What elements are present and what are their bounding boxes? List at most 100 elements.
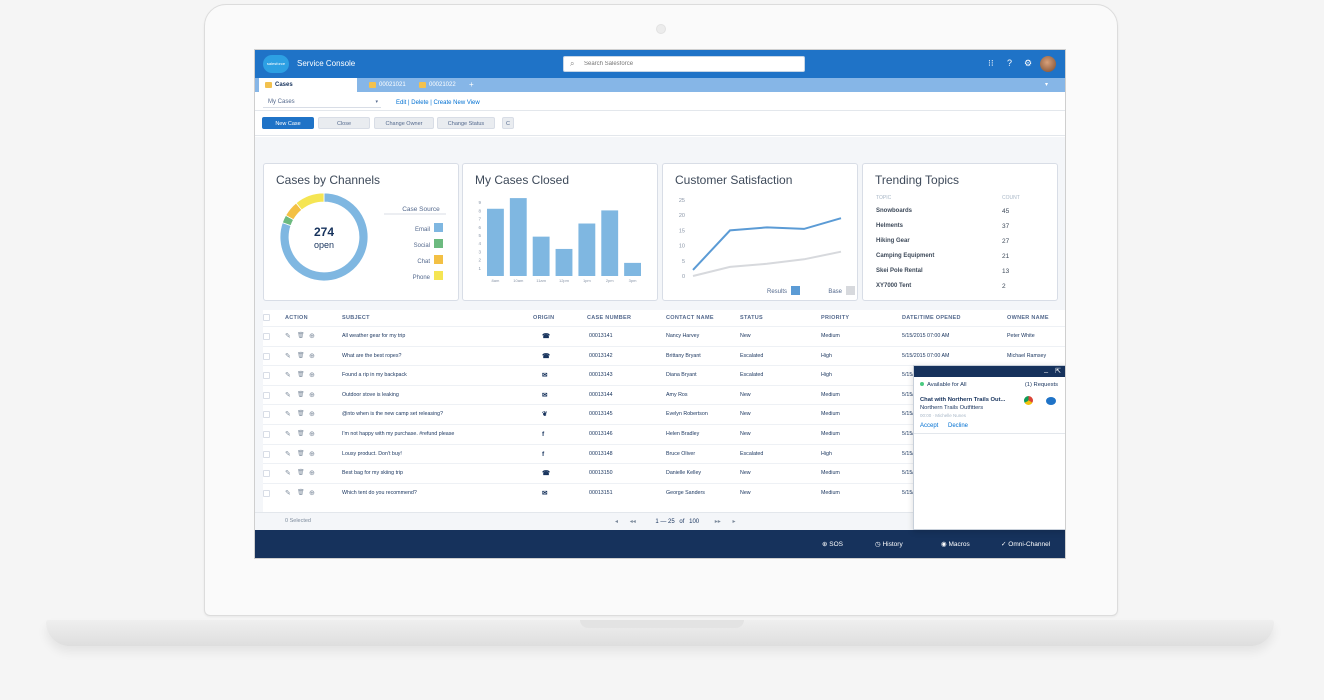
tab-cases[interactable]: Cases [259, 78, 357, 92]
edit-icon[interactable]: ✎ [285, 450, 291, 458]
table-row[interactable]: ✎ 🗑 ⊕ All weather gear for my trip ☎ 00013141… [263, 326, 1065, 346]
contact-name-link[interactable]: Bruce Oliver [666, 450, 696, 457]
table-row[interactable]: ✎ 🗑 ⊕ @nto when is the new camp set releasi… [263, 404, 1065, 424]
trending-topic[interactable]: Hiking Gear [876, 238, 910, 244]
trending-topic[interactable]: Camping Equipment [876, 253, 935, 259]
row-checkbox[interactable] [263, 489, 270, 497]
col-header-status[interactable]: STATUS [740, 315, 763, 321]
row-checkbox[interactable] [263, 411, 270, 419]
chevron-down-icon[interactable]: ▾ [346, 82, 350, 88]
utility-macros[interactable]: ◉ Macros [941, 540, 970, 548]
contact-name-link[interactable]: Nancy Harvey [666, 333, 700, 339]
delete-icon[interactable]: 🗑 [297, 372, 305, 379]
change-status-button[interactable]: Change Status [437, 117, 495, 129]
col-header-case-number[interactable]: CASE NUMBER [587, 315, 632, 321]
col-header-action[interactable]: ACTION [285, 315, 308, 321]
delete-icon[interactable]: 🗑 [297, 333, 305, 339]
contact-name-link[interactable]: George Sanders [666, 489, 705, 496]
trending-topic[interactable]: Helments [876, 223, 904, 229]
delete-icon[interactable]: 🗑 [297, 470, 305, 477]
row-checkbox[interactable] [263, 431, 270, 438]
popout-icon[interactable]: ⇱ [1055, 368, 1061, 375]
utility-sos[interactable]: ⊕ SOS [822, 540, 843, 548]
case-number-link[interactable]: 00013141 [589, 333, 613, 339]
table-row[interactable]: ✎ 🗑 ⊕ Best bag for my skiing trip ☎ 00013150 D… [263, 463, 1065, 483]
case-number-link[interactable]: 00013142 [589, 352, 613, 359]
trending-topic[interactable]: Snowboards [876, 208, 913, 214]
listview-links[interactable]: Edit | Delete | Create New View [396, 100, 480, 106]
delete-icon[interactable]: 🗑 [297, 489, 305, 496]
edit-icon[interactable]: ✎ [285, 489, 291, 497]
contact-name-link[interactable]: Evelyn Robertson [666, 411, 708, 418]
edit-icon[interactable]: ✎ [285, 411, 291, 419]
edit-icon[interactable]: ✎ [285, 372, 291, 380]
tabs-overflow-icon[interactable]: ▾ [1045, 82, 1049, 88]
case-subject-link[interactable]: Best bag for my skiing trip [342, 470, 403, 477]
col-header-contact-name[interactable]: CONTACT NAME [666, 315, 714, 321]
refresh-button[interactable]: C [502, 117, 514, 129]
case-number-link[interactable]: 00013148 [589, 450, 613, 457]
table-row[interactable]: ✎ 🗑 ⊕ What are the best ropes? ☎ 00013142 Brit… [263, 345, 1065, 366]
case-subject-link[interactable]: Lousy product. Don't buy! [342, 450, 402, 457]
contact-name-link[interactable]: Danielle Kelley [666, 470, 702, 477]
edit-icon[interactable]: ✎ [285, 391, 291, 399]
new-case-button[interactable]: New Case [262, 117, 314, 129]
delete-icon[interactable]: 🗑 [297, 352, 305, 359]
table-row[interactable]: ✎ 🗑 ⊕ Lousy product. Don't buy! f 00013148 Bru… [263, 443, 1065, 464]
add-tab-button[interactable]: + [469, 80, 474, 89]
col-header-priority[interactable]: PRIORITY [821, 315, 850, 321]
col-header-date-opened[interactable]: DATE/TIME OPENED [902, 315, 961, 321]
minimize-icon[interactable]: _ [1044, 366, 1048, 373]
add-icon[interactable]: ⊕ [309, 372, 315, 380]
listview-select[interactable]: My Cases ▾ [263, 96, 381, 108]
table-row[interactable]: ✎ 🗑 ⊕ Found a rip in my backpack ✉ 00013143 Di… [263, 365, 1065, 385]
table-row[interactable]: ✎ 🗑 ⊕ I'm not happy with my purchase. #refu… [263, 424, 1065, 444]
gear-icon[interactable]: ⚙ [1024, 58, 1033, 68]
utility-history[interactable]: ◷ History [875, 540, 903, 548]
case-subject-link[interactable]: What are the best ropes? [342, 352, 402, 359]
decline-link[interactable]: Decline [948, 423, 969, 429]
row-checkbox[interactable] [263, 333, 270, 340]
global-search[interactable]: ⌕ [563, 56, 805, 72]
row-checkbox[interactable] [263, 470, 270, 478]
next-page-icon[interactable]: ▸▸ [714, 519, 721, 525]
add-icon[interactable]: ⊕ [309, 431, 315, 438]
delete-icon[interactable]: 🗑 [297, 411, 305, 418]
row-checkbox[interactable] [263, 450, 270, 458]
row-checkbox[interactable] [263, 391, 270, 399]
owner-name-link[interactable]: Peter White [1007, 333, 1035, 339]
omni-status[interactable]: Available for All [920, 382, 967, 388]
case-number-link[interactable]: 00013146 [589, 431, 613, 437]
edit-icon[interactable]: ✎ [285, 352, 291, 360]
change-owner-button[interactable]: Change Owner [374, 117, 434, 129]
add-icon[interactable]: ⊕ [309, 450, 315, 458]
case-number-link[interactable]: 00013150 [589, 470, 613, 477]
select-all-checkbox[interactable] [263, 314, 270, 321]
case-subject-link[interactable]: Outdoor stove is leaking [342, 391, 399, 398]
omni-item-title[interactable]: Chat with Northern Trails Out... [920, 397, 1006, 403]
case-number-link[interactable]: 00013151 [589, 489, 613, 496]
utility-omni-channel[interactable]: ✓ Omni-Channel [1001, 540, 1050, 548]
delete-icon[interactable]: 🗑 [297, 431, 305, 437]
add-icon[interactable]: ⊕ [309, 352, 315, 360]
avatar[interactable] [1040, 56, 1056, 72]
close-button[interactable]: Close [318, 117, 370, 129]
col-header-subject[interactable]: SUBJECT [342, 315, 370, 321]
add-icon[interactable]: ⊕ [309, 391, 315, 399]
contact-name-link[interactable]: Diana Bryant [666, 372, 697, 379]
trending-topic[interactable]: XY7000 Tent [876, 283, 912, 289]
trending-topic[interactable]: Skei Pole Rental [876, 268, 923, 274]
case-number-link[interactable]: 00013144 [589, 391, 613, 398]
search-input[interactable] [584, 58, 784, 70]
row-checkbox[interactable] [263, 372, 270, 380]
add-icon[interactable]: ⊕ [309, 489, 315, 497]
delete-icon[interactable]: 🗑 [297, 450, 305, 457]
case-subject-link[interactable]: @nto when is the new camp set releasing? [342, 411, 444, 418]
prev-page-icon[interactable]: ◂◂ [629, 519, 636, 525]
case-number-link[interactable]: 00013145 [589, 411, 613, 418]
first-page-icon[interactable]: ◂ [615, 519, 619, 525]
table-row[interactable]: ✎ 🗑 ⊕ Which tent do you recommend? ✉ 00013151… [263, 482, 1065, 503]
accept-link[interactable]: Accept [920, 423, 939, 429]
case-subject-link[interactable]: I'm not happy with my purchase. #refund … [342, 431, 455, 437]
add-icon[interactable]: ⊕ [309, 411, 315, 419]
